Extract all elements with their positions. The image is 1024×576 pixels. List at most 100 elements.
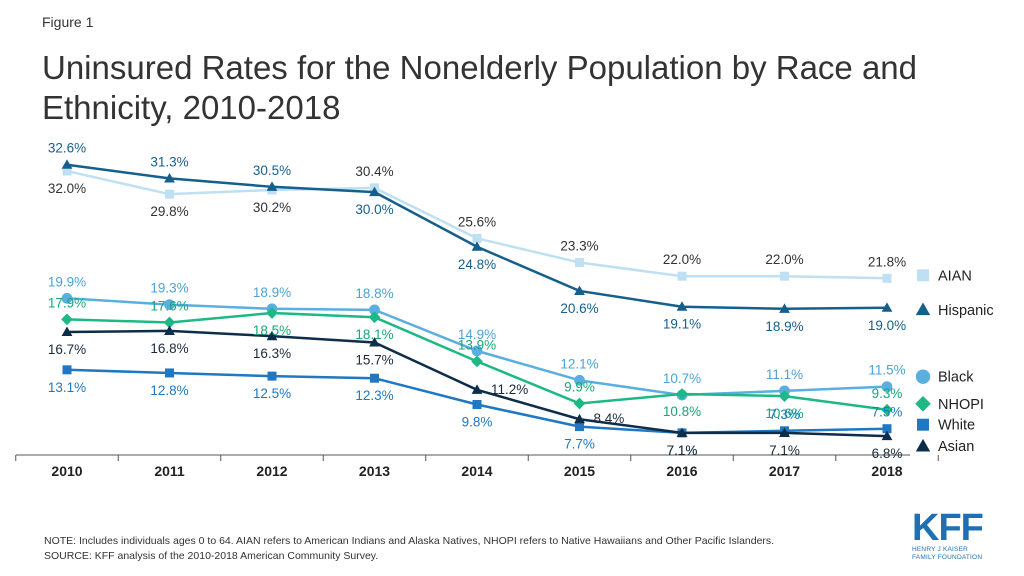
data-point-nhopi	[163, 316, 176, 329]
data-label-hispanic: 19.1%	[663, 317, 701, 332]
data-label-black: 18.9%	[253, 285, 291, 300]
data-point-hispanic	[881, 302, 893, 312]
data-label-white: 12.3%	[355, 388, 393, 403]
data-point-aian	[677, 271, 687, 281]
data-point-asian	[574, 413, 585, 424]
legend-marker-nhopi	[915, 395, 931, 412]
data-point-aian	[575, 258, 584, 268]
data-label-aian: 25.6%	[458, 214, 496, 229]
data-point-nhopi	[778, 390, 791, 402]
source-text: SOURCE: KFF analysis of the 2010-2018 Am…	[44, 550, 379, 562]
data-label-asian: 6.8%	[872, 446, 903, 461]
data-point-aian	[62, 166, 72, 176]
logo-line-1: HENRY J KAISER	[912, 546, 969, 553]
data-label-white: 7.1%	[667, 443, 698, 458]
data-point-black	[369, 304, 380, 316]
data-label-nhopi: 9.3%	[872, 386, 903, 401]
data-point-nhopi	[676, 388, 688, 400]
x-tick-label: 2015	[564, 463, 595, 479]
data-label-aian: 32.0%	[48, 181, 86, 196]
data-point-black	[164, 299, 175, 311]
data-point-hispanic	[471, 241, 483, 251]
legend-marker-black	[915, 369, 931, 384]
data-point-nhopi	[61, 313, 73, 326]
data-point-asian	[266, 330, 278, 341]
data-label-asian: 15.7%	[355, 352, 393, 367]
x-tick-label: 2014	[461, 463, 492, 479]
legend-label-nhopi: NHOPI	[938, 397, 984, 413]
data-point-hispanic	[676, 301, 688, 311]
data-label-hispanic: 24.8%	[458, 257, 496, 272]
data-label-aian: 23.3%	[560, 239, 598, 254]
data-label-black: 10.7%	[663, 371, 701, 386]
data-label-aian: 22.0%	[765, 252, 803, 267]
data-point-asian	[471, 384, 483, 394]
data-label-hispanic: 30.5%	[253, 163, 291, 178]
data-point-hispanic	[164, 172, 175, 183]
data-point-aian	[882, 273, 892, 283]
legend-label-white: White	[938, 418, 975, 434]
chart-title: Uninsured Rates for the Nonelderly Popul…	[42, 49, 918, 126]
data-label-white: 12.5%	[253, 386, 291, 401]
data-label-hispanic: 32.6%	[48, 141, 86, 156]
data-label-white: 7.3%	[769, 407, 800, 422]
x-tick-label: 2016	[666, 463, 697, 479]
legend-marker-hispanic	[915, 302, 931, 316]
data-point-asian	[779, 427, 790, 437]
x-tick-label: 2011	[154, 463, 185, 479]
data-label-aian: 30.4%	[355, 164, 393, 179]
x-tick-label: 2010	[51, 463, 82, 479]
data-point-white	[267, 371, 277, 381]
data-point-white	[62, 365, 72, 375]
legend-marker-asian	[915, 438, 931, 452]
data-label-aian: 21.8%	[868, 254, 906, 269]
legend-label-black: Black	[938, 370, 974, 386]
data-label-asian: 16.8%	[150, 341, 188, 356]
data-label-black: 19.9%	[48, 274, 86, 289]
data-point-hispanic	[574, 285, 585, 295]
data-point-asian	[676, 427, 688, 437]
data-label-nhopi: 17.6%	[150, 298, 188, 313]
data-point-hispanic	[369, 186, 380, 197]
legend-label-aian: AIAN	[938, 268, 972, 284]
data-label-white: 7.5%	[872, 405, 903, 420]
x-tick-label: 2017	[769, 463, 800, 479]
data-point-aian	[780, 271, 789, 281]
data-point-black	[574, 374, 585, 386]
x-tick-label: 2013	[359, 463, 390, 479]
data-label-white: 12.8%	[150, 383, 188, 398]
data-label-asian: 7.1%	[667, 443, 698, 458]
data-label-asian: 8.4%	[594, 411, 625, 426]
data-label-black: 11.5%	[868, 363, 905, 378]
data-point-asian	[61, 326, 73, 336]
data-point-black	[61, 292, 73, 304]
data-point-white	[575, 422, 584, 432]
data-label-asian: 16.3%	[253, 346, 291, 361]
data-label-nhopi: 9.9%	[564, 379, 595, 394]
kff-logo: KFF HENRY J KAISER FAMILY FOUNDATION	[912, 509, 992, 562]
data-point-aian	[165, 189, 174, 199]
data-point-asian	[369, 337, 380, 347]
data-label-nhopi: 18.1%	[355, 327, 393, 342]
data-label-nhopi: 10.6%	[765, 406, 803, 421]
data-point-white	[370, 373, 379, 383]
data-label-white: 9.8%	[462, 415, 493, 430]
data-point-white	[882, 424, 892, 434]
figure-label: Figure 1	[42, 14, 94, 30]
logo-line-2: FAMILY FOUNDATION	[912, 554, 983, 561]
data-label-nhopi: 18.5%	[253, 323, 291, 338]
data-label-black: 18.8%	[355, 286, 393, 301]
data-point-black	[881, 381, 893, 393]
data-point-nhopi	[471, 355, 483, 368]
data-label-hispanic: 19.0%	[868, 318, 906, 333]
x-tick-label: 2018	[871, 463, 902, 479]
data-point-aian	[472, 233, 482, 243]
data-label-nhopi: 13.9%	[458, 337, 496, 352]
legend-label-hispanic: Hispanic	[938, 303, 994, 319]
data-label-asian: 11.2%	[491, 382, 528, 397]
data-point-hispanic	[779, 303, 790, 313]
data-label-hispanic: 31.3%	[150, 154, 188, 169]
legend-marker-aian	[917, 269, 929, 282]
footnote: NOTE: Includes individuals ages 0 to 64.…	[44, 534, 904, 564]
legend-label-asian: Asian	[938, 439, 974, 455]
